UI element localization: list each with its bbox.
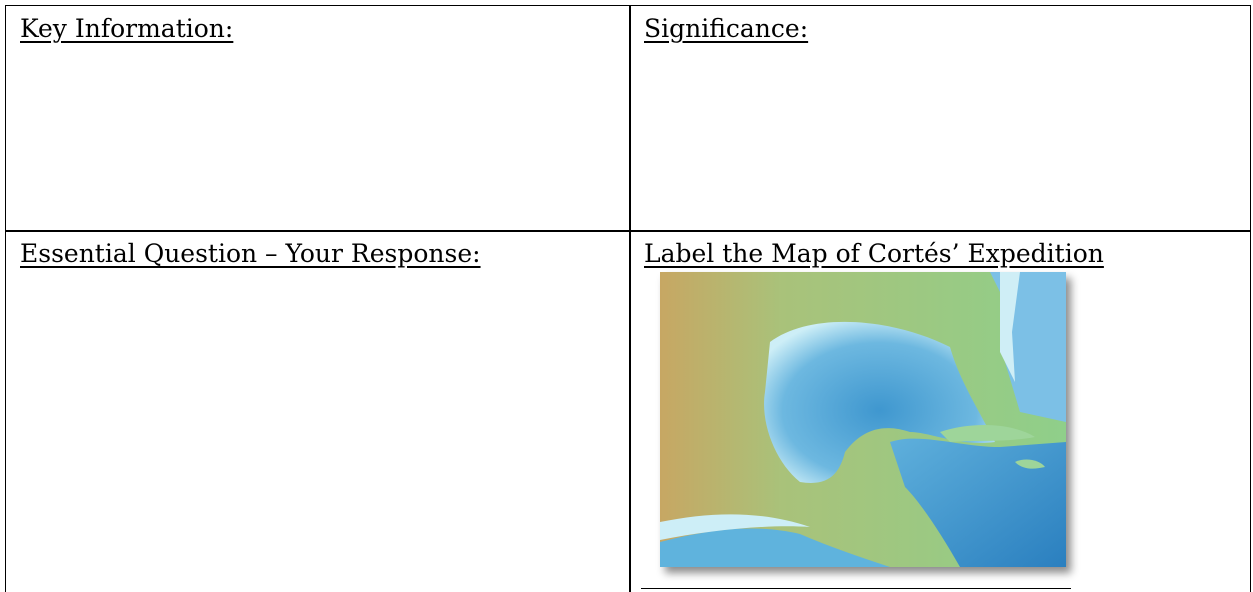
cell-heading: Key Information: [20,14,233,43]
answer-line [641,588,1071,589]
table-cell: Key Information: [5,5,631,232]
table-cell: Essential Question – Your Response: [5,230,631,592]
document-page: Key Information: Significance: Essential… [0,0,1253,592]
cell-heading: Label the Map of Cortés’ Expedition [644,239,1104,268]
table-cell: Significance: [629,5,1251,232]
cell-heading: Significance: [644,14,808,43]
cell-heading: Essential Question – Your Response: [20,239,481,268]
map-image [660,272,1066,567]
